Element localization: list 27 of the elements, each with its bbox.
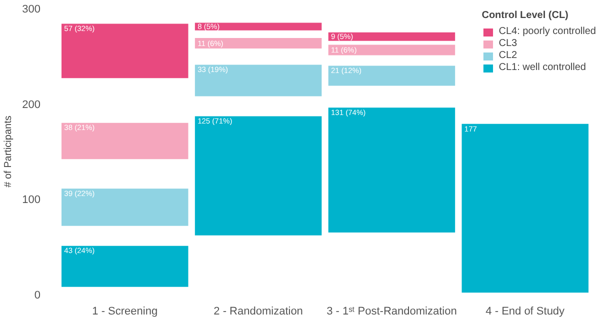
y-tick-label: 0 (34, 290, 41, 302)
legend-title: Control Level (CL) (482, 10, 570, 21)
bar (328, 32, 456, 41)
bar (62, 24, 188, 78)
y-tick-label: 300 (22, 4, 41, 16)
bar (62, 122, 188, 160)
legend-label: CL2 (498, 50, 518, 61)
x-tick-label: 1 - Screening (92, 306, 158, 318)
bar (62, 188, 188, 226)
bar (328, 108, 456, 233)
legend-label: CL4: poorly controlled (498, 26, 596, 37)
bar (62, 246, 188, 287)
x-tick-label: 2 - Randomization (214, 306, 303, 318)
bar (328, 44, 456, 56)
bar (194, 38, 322, 49)
y-tick-label: 100 (22, 194, 41, 206)
y-axis-title: # of Participants (3, 116, 14, 188)
x-tick-label: 4 - End of Study (486, 306, 566, 318)
bar (462, 124, 588, 293)
y-tick-label: 200 (22, 98, 41, 111)
legend-label: CL1: well controlled (498, 62, 586, 73)
bar (194, 22, 322, 30)
bar (328, 66, 456, 86)
x-tick-label: 3 - 1ˢᵗ Post-Randomization (326, 306, 457, 318)
legend-label: CL3 (498, 38, 518, 49)
bar (194, 116, 322, 236)
bar (194, 64, 322, 96)
